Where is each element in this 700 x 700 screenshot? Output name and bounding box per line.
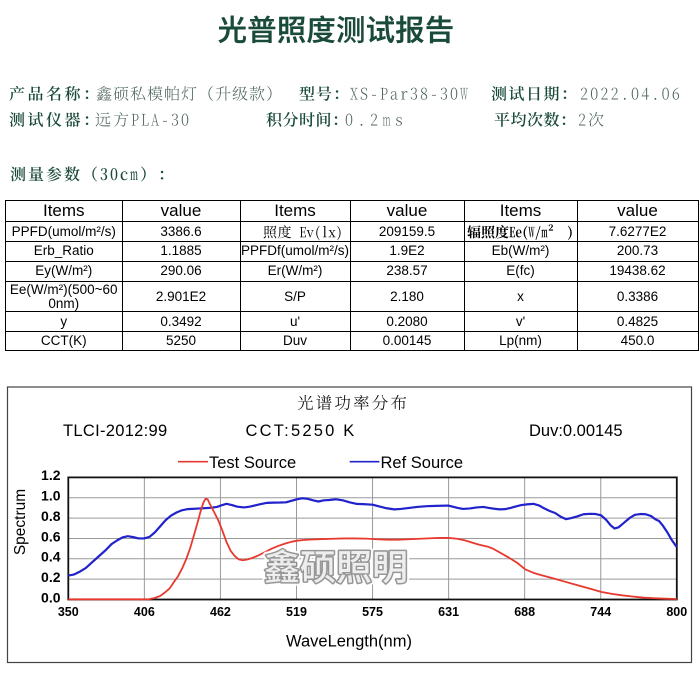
svg-text:0.8: 0.8 [41, 508, 61, 524]
svg-text:744: 744 [590, 605, 611, 619]
svg-text:519: 519 [286, 605, 307, 619]
svg-text:688: 688 [514, 605, 535, 619]
svg-text:TLCI-2012:99: TLCI-2012:99 [63, 422, 168, 440]
svg-text:Spectrum: Spectrum [12, 489, 29, 555]
svg-text:1.2: 1.2 [41, 467, 61, 483]
svg-text:631: 631 [438, 605, 459, 619]
svg-text:575: 575 [362, 605, 383, 619]
svg-text:0.0: 0.0 [41, 589, 61, 605]
svg-text:0.2: 0.2 [41, 569, 61, 585]
svg-text:Test Source: Test Source [209, 454, 296, 472]
svg-text:800: 800 [666, 605, 687, 619]
svg-text:Duv:0.00145: Duv:0.00145 [529, 422, 623, 440]
svg-text:CCT:5250 K: CCT:5250 K [246, 422, 357, 440]
svg-text:350: 350 [58, 605, 79, 619]
svg-text:WaveLength(nm): WaveLength(nm) [286, 633, 412, 651]
svg-text:1.0: 1.0 [41, 488, 61, 504]
svg-text:0.6: 0.6 [41, 528, 61, 544]
svg-text:462: 462 [210, 605, 231, 619]
svg-text:Ref Source: Ref Source [381, 454, 464, 472]
svg-text:406: 406 [134, 605, 155, 619]
svg-text:0.4: 0.4 [41, 549, 61, 565]
